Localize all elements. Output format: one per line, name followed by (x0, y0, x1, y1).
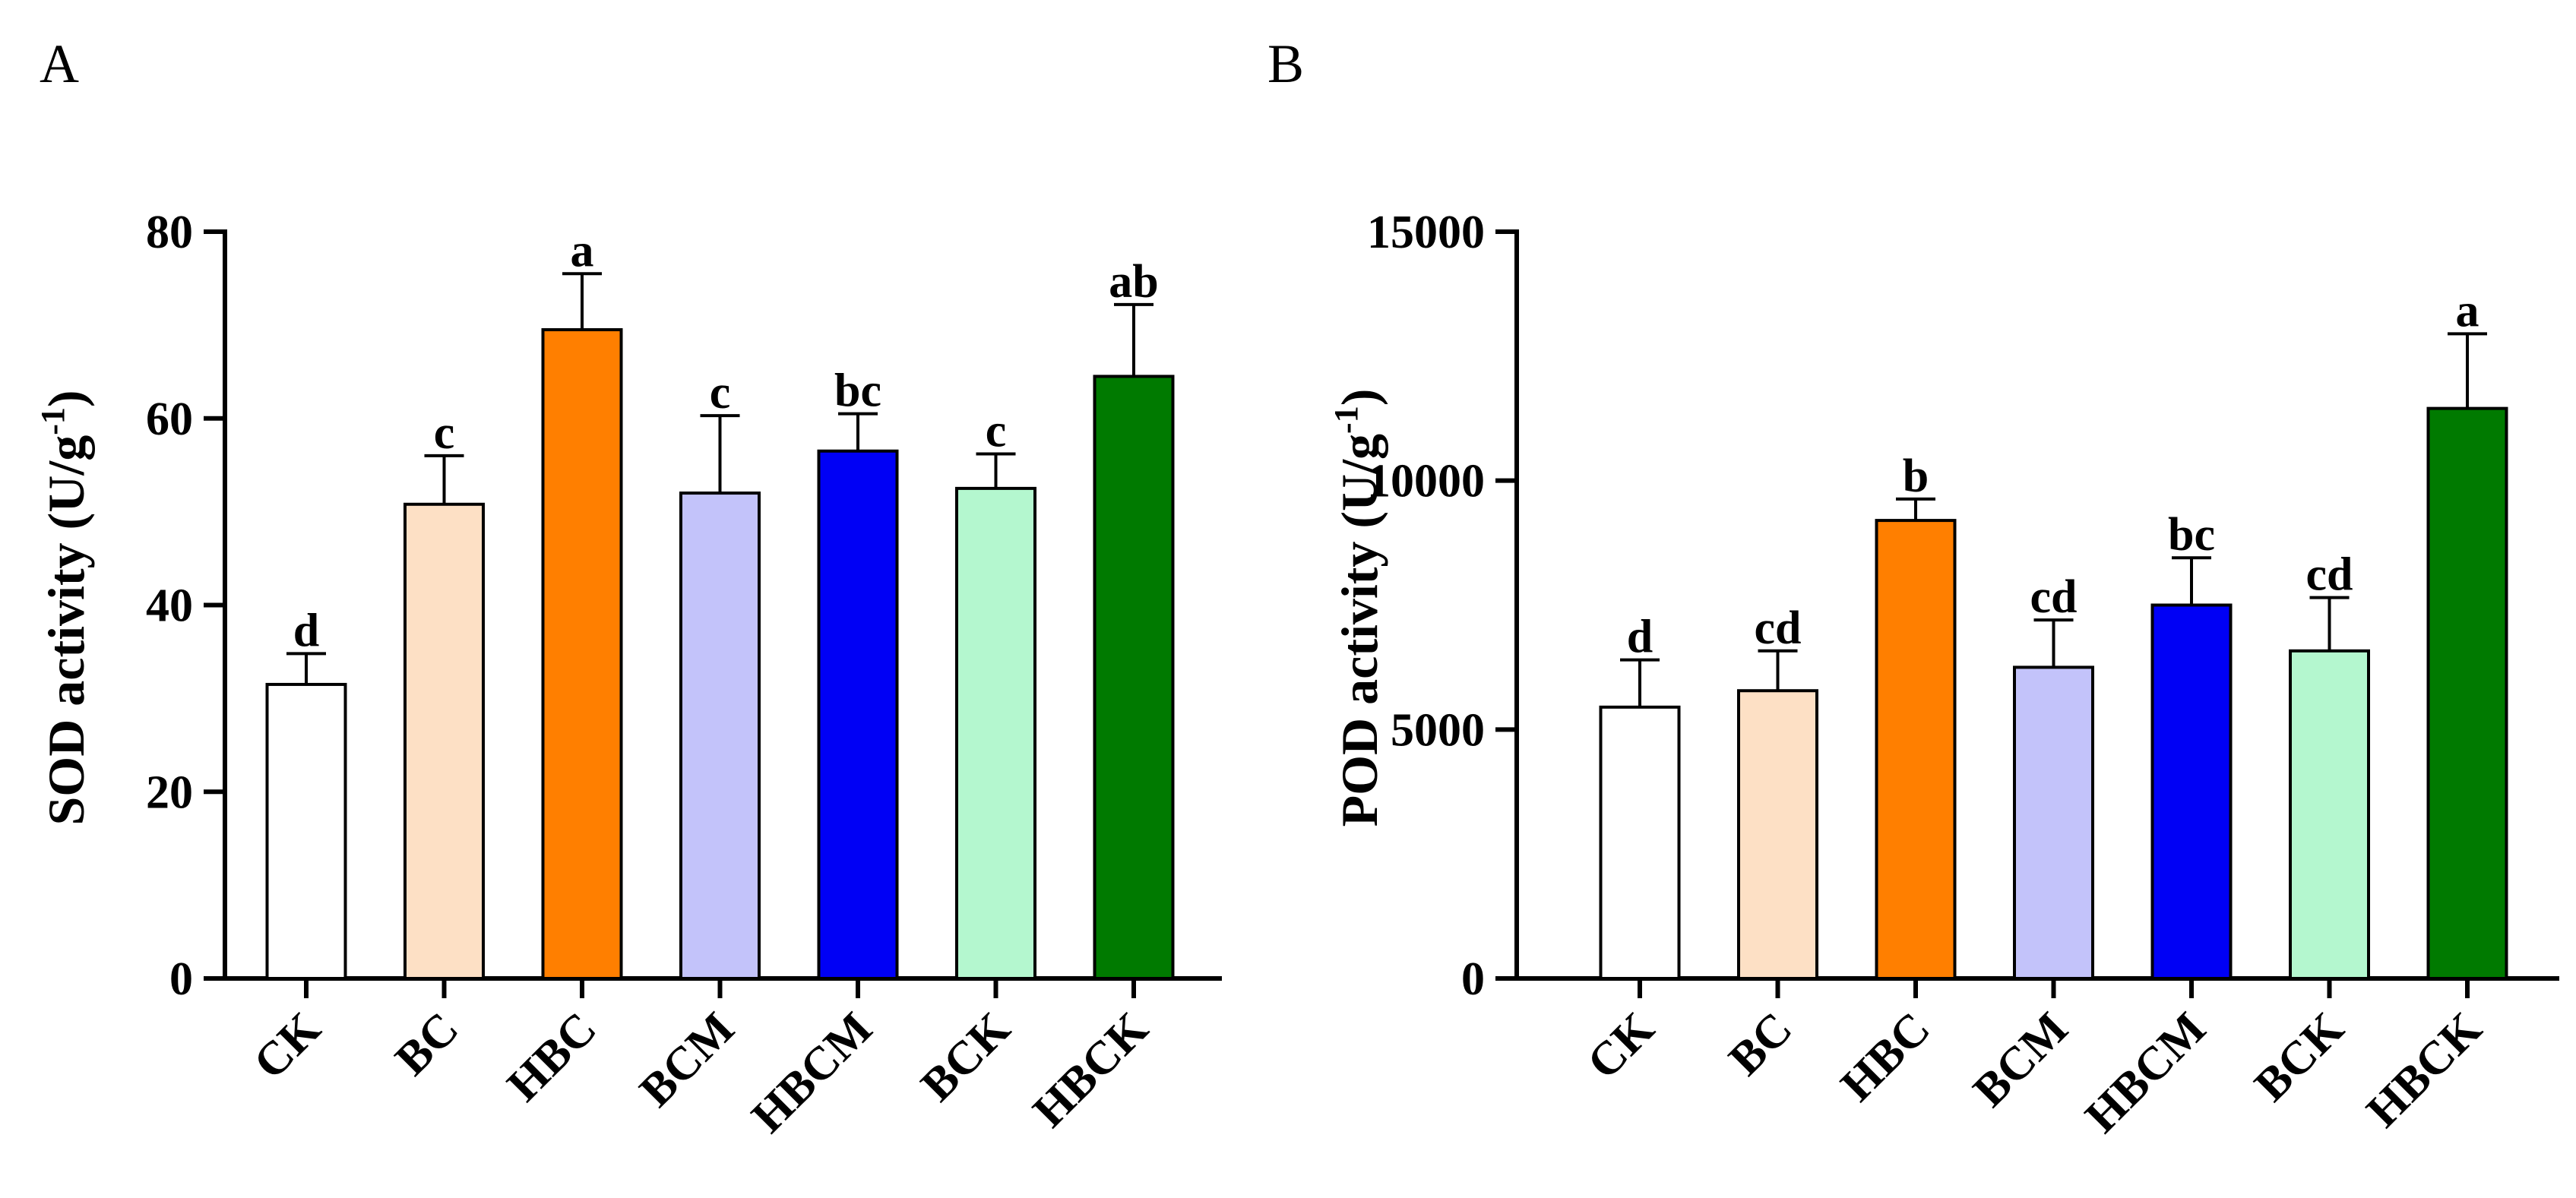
pod-bar-ck (1599, 705, 1681, 980)
pod-y-tick-label: 0 (1461, 953, 1485, 1005)
sod-category-label: HBC (498, 1003, 606, 1111)
pod-category-label: HBCM (2075, 1003, 2215, 1143)
pod-bar-hbc (1875, 519, 1957, 980)
sod-category-label: HBCK (1024, 1003, 1158, 1137)
sod-bar-bc (403, 502, 485, 980)
pod-bar-hbck (2426, 406, 2508, 980)
sod-y-tick-label: 20 (146, 767, 193, 818)
sod-bar-hbck (1093, 375, 1175, 980)
pod-significance-letter: a (2456, 285, 2479, 337)
sod-bar-bck (955, 486, 1036, 980)
pod-significance-letter: b (1903, 450, 1929, 502)
sod-significance-letter: c (434, 407, 455, 459)
panel-b-label: B (1267, 33, 1304, 94)
chart-sod-activity: 0 20 40 60 80 SOD activity (U/g-1) d CK c BC a HBC c… (34, 207, 1222, 1143)
sod-category-label: CK (244, 1003, 331, 1089)
sod-significance-letter: d (293, 605, 319, 656)
pod-bar-bck (2289, 649, 2370, 980)
sod-significance-letter: ab (1109, 256, 1158, 308)
sod-bar-hbc (541, 328, 623, 980)
sod-category-label: BC (385, 1003, 468, 1086)
sod-significance-letter: a (571, 225, 594, 277)
pod-y-tick-label: 15000 (1367, 207, 1485, 258)
sod-bar-bcm (679, 492, 761, 980)
sod-y-tick-label: 40 (146, 580, 193, 632)
chart-pod-activity: 0 5000 10000 15000 POD activity (U/g-1) d CK cd… (1328, 207, 2559, 1143)
pod-bar-hbcm (2150, 603, 2233, 980)
pod-significance-letter: cd (1755, 602, 1802, 654)
sod-significance-letter: c (710, 367, 731, 419)
sod-y-tick-label: 60 (146, 394, 193, 445)
pod-y-axis-title: POD activity (U/g-1) (1328, 389, 1388, 827)
pod-category-label: CK (1578, 1003, 1664, 1089)
panel-a-label: A (40, 33, 79, 94)
sod-category-label: BCK (911, 1003, 1020, 1111)
pod-bar-bcm (2013, 665, 2094, 981)
pod-category-label: HBCK (2357, 1003, 2492, 1137)
sod-category-label: BCM (630, 1003, 744, 1117)
pod-significance-letter: cd (2030, 571, 2078, 623)
pod-significance-letter: cd (2306, 549, 2353, 601)
pod-significance-letter: d (1627, 612, 1653, 663)
pod-category-label: HBC (1831, 1003, 1940, 1111)
sod-y-tick-label: 80 (146, 207, 193, 258)
sod-category-label: HBCM (742, 1003, 881, 1143)
pod-bar-bc (1737, 689, 1818, 980)
pod-y-tick-label: 10000 (1367, 456, 1485, 507)
sod-y-tick-label: 0 (169, 953, 193, 1005)
sod-y-axis-title: SOD activity (U/g-1) (34, 390, 95, 825)
pod-significance-letter: bc (2168, 509, 2215, 561)
pod-y-tick-label: 5000 (1391, 704, 1485, 756)
pod-category-label: BCM (1964, 1003, 2078, 1117)
pod-category-label: BCK (2245, 1003, 2353, 1111)
sod-bar-hbcm (817, 449, 899, 980)
pod-category-label: BC (1719, 1003, 1802, 1086)
sod-significance-letter: c (986, 405, 1007, 457)
sod-bar-ck (265, 682, 347, 980)
sod-significance-letter: bc (834, 365, 881, 417)
